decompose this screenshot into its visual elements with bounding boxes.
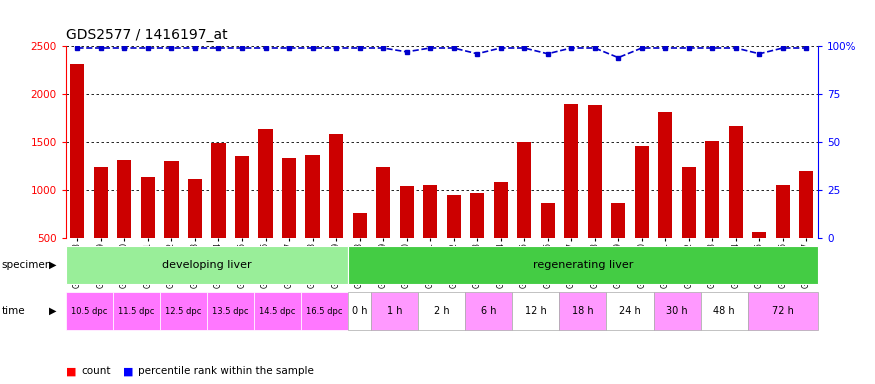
Text: 72 h: 72 h [772,306,794,316]
Bar [588,104,602,238]
Bar [701,292,747,330]
Bar [188,179,202,238]
Text: 11.5 dpc: 11.5 dpc [118,306,154,316]
Bar [348,246,818,284]
Bar [301,292,348,330]
Bar [282,158,296,238]
Bar [466,292,513,330]
Text: 10.5 dpc: 10.5 dpc [71,306,108,316]
Bar [517,142,531,238]
Bar [729,126,743,238]
Bar [206,292,254,330]
Text: 14.5 dpc: 14.5 dpc [259,306,296,316]
Bar [418,292,466,330]
Bar [234,157,249,238]
Bar [254,292,301,330]
Text: 0 h: 0 h [352,306,367,316]
Text: percentile rank within the sample: percentile rank within the sample [138,366,314,376]
Bar [564,104,578,238]
Bar [611,203,626,238]
Bar [776,185,790,238]
Bar [305,155,319,238]
Text: ▶: ▶ [49,306,57,316]
Bar [541,203,555,238]
Text: developing liver: developing liver [162,260,251,270]
Bar [371,292,418,330]
Bar [752,232,766,238]
Bar [258,129,273,238]
Text: 18 h: 18 h [572,306,594,316]
Bar [353,213,367,238]
Bar [634,146,649,238]
Text: 30 h: 30 h [666,306,688,316]
Text: ■: ■ [123,366,133,376]
Bar [654,292,701,330]
Bar [682,167,696,238]
Text: regenerating liver: regenerating liver [533,260,634,270]
Bar [329,134,343,238]
Bar [66,246,348,284]
Text: 2 h: 2 h [434,306,450,316]
Bar [400,186,414,238]
Text: 13.5 dpc: 13.5 dpc [212,306,248,316]
Bar [117,161,131,238]
Text: time: time [2,306,25,316]
Bar [94,167,108,238]
Bar [705,141,719,238]
Bar [160,292,206,330]
Text: specimen: specimen [2,260,52,270]
Bar [513,292,559,330]
Bar [800,171,814,238]
Text: ▶: ▶ [49,260,57,270]
Bar [606,292,654,330]
Bar [70,64,85,238]
Bar [470,194,484,238]
Text: GDS2577 / 1416197_at: GDS2577 / 1416197_at [66,28,228,42]
Bar [658,112,672,238]
Text: 12.5 dpc: 12.5 dpc [165,306,201,316]
Text: 1 h: 1 h [387,306,402,316]
Bar [164,161,178,238]
Bar [348,292,371,330]
Bar [493,182,507,238]
Bar [113,292,160,330]
Text: 6 h: 6 h [481,306,497,316]
Text: 16.5 dpc: 16.5 dpc [306,306,342,316]
Bar [747,292,818,330]
Bar [559,292,606,330]
Bar [376,167,390,238]
Bar [66,292,113,330]
Bar [141,177,155,238]
Bar [212,143,226,238]
Text: count: count [81,366,111,376]
Text: 48 h: 48 h [713,306,735,316]
Text: ■: ■ [66,366,76,376]
Bar [446,195,461,238]
Text: 12 h: 12 h [525,306,547,316]
Text: 24 h: 24 h [620,306,640,316]
Bar [424,185,438,238]
